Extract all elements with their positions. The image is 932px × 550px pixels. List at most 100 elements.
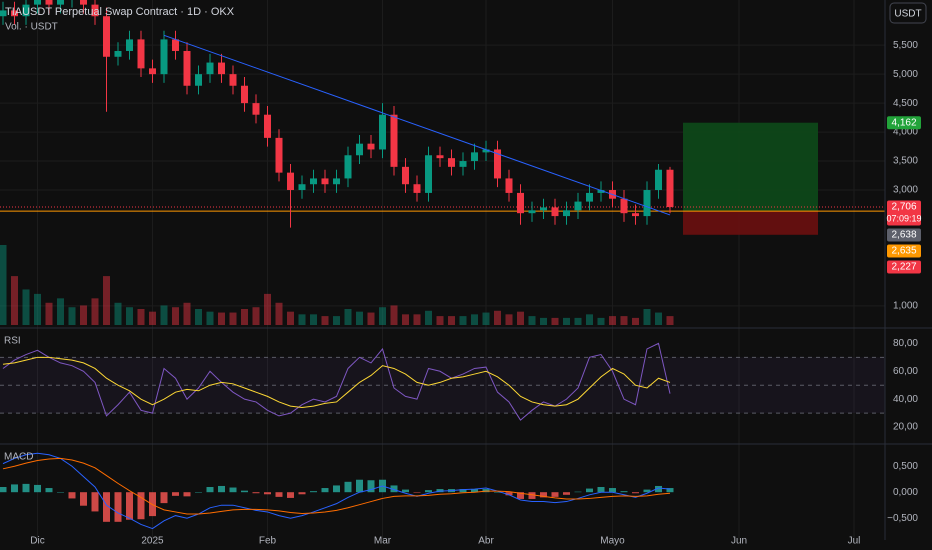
y-tick-label: 4,500 xyxy=(893,98,918,109)
volume-bar xyxy=(655,312,662,325)
candle-body xyxy=(528,210,536,214)
candle-body xyxy=(436,155,444,159)
histogram-bar xyxy=(517,492,524,499)
histogram-bar xyxy=(620,491,628,493)
y-tick-label: 0,500 xyxy=(893,461,918,472)
volume-bar xyxy=(137,309,145,325)
y-tick-label: 5,000 xyxy=(893,69,918,80)
volume-bar xyxy=(436,316,444,325)
histogram-bar xyxy=(528,492,536,499)
histogram-bar xyxy=(356,479,363,493)
volume-bar xyxy=(528,316,536,325)
currency-button-label[interactable]: USDT xyxy=(894,9,921,20)
histogram-bar xyxy=(137,492,145,520)
volume-bar xyxy=(34,293,41,325)
histogram-bar xyxy=(241,490,248,493)
histogram-bar xyxy=(229,487,237,493)
candle-body xyxy=(206,62,214,75)
volume-bar xyxy=(287,311,294,325)
volume-bar xyxy=(459,316,467,325)
volume-bar xyxy=(471,314,478,325)
histogram-bar xyxy=(264,492,271,495)
histogram-bar xyxy=(0,487,7,493)
histogram-bar xyxy=(540,492,547,498)
histogram-bar xyxy=(114,492,122,522)
y-tick-label: 20,00 xyxy=(893,422,918,433)
histogram-bar xyxy=(287,492,294,498)
histogram-bar xyxy=(413,492,421,493)
histogram-bar xyxy=(597,487,605,493)
currency-button-frame[interactable] xyxy=(889,2,927,24)
histogram-bar xyxy=(172,492,179,496)
volume-bar xyxy=(298,314,306,325)
candle-body xyxy=(367,143,375,150)
volume-bar xyxy=(413,314,421,325)
x-tick-label: Jun xyxy=(731,536,747,547)
symbol-title: TIAUSDT Perpetual Swap Contract · 1D · O… xyxy=(5,6,235,18)
volume-bar xyxy=(643,309,651,325)
price-badge xyxy=(887,200,921,226)
volume-bar xyxy=(344,309,352,325)
volume-bar xyxy=(609,316,616,325)
histogram-bar xyxy=(80,492,87,506)
macd-label: MACD xyxy=(4,452,33,463)
y-tick-label: 4,000 xyxy=(893,127,918,138)
volume-bar xyxy=(505,314,513,325)
x-tick-label: Abr xyxy=(478,536,494,547)
candle-body xyxy=(91,4,99,17)
histogram-bar xyxy=(160,492,168,504)
currency-button[interactable]: USDT xyxy=(889,2,927,24)
histogram-bar xyxy=(195,492,202,493)
histogram-bar xyxy=(574,491,582,493)
candle-body xyxy=(34,0,41,5)
candle-body xyxy=(643,190,651,217)
candle-body xyxy=(103,16,110,57)
macd-line xyxy=(2,452,671,530)
indicator-line xyxy=(2,356,671,409)
candle-body xyxy=(241,85,248,104)
y-tick-label: 3,000 xyxy=(893,185,918,196)
rsi-label: RSI xyxy=(4,336,21,347)
volume-bar xyxy=(149,311,156,325)
candle-body xyxy=(540,207,547,211)
candle-body xyxy=(379,114,386,150)
price-badge xyxy=(887,260,921,274)
volume-bar xyxy=(574,317,582,325)
histogram-bar xyxy=(402,489,409,493)
x-tick-label: Feb xyxy=(259,536,277,547)
histogram-bar xyxy=(632,492,639,494)
candle-body xyxy=(666,169,674,208)
histogram-bar xyxy=(22,483,30,493)
candle-body xyxy=(183,50,191,86)
histogram-bar xyxy=(505,492,513,496)
histogram-bar xyxy=(103,492,110,522)
volume-bar xyxy=(57,298,64,325)
histogram-bar xyxy=(206,487,214,493)
candle-body xyxy=(11,10,18,17)
y-tick-label: 60,00 xyxy=(893,366,918,377)
volume-bar xyxy=(114,302,122,325)
histogram-bar xyxy=(34,484,41,493)
histogram-bar xyxy=(298,492,306,495)
histogram-bar xyxy=(367,480,375,493)
histogram-bar xyxy=(390,485,398,493)
volume-bar xyxy=(126,307,133,325)
histogram-bar xyxy=(655,485,662,493)
candle-body xyxy=(149,68,156,75)
candle-body xyxy=(494,149,501,179)
y-tick-label: 0,000 xyxy=(893,487,918,498)
candle-body xyxy=(402,166,409,185)
candle-body xyxy=(459,161,467,167)
histogram-bar xyxy=(344,481,352,493)
candle-body xyxy=(114,50,122,57)
indicator-line xyxy=(2,342,671,421)
macd-line xyxy=(2,457,671,515)
volume-bar xyxy=(310,314,317,325)
volume-bar xyxy=(540,317,547,325)
histogram-bar xyxy=(126,492,133,520)
x-tick-label: Dic xyxy=(30,536,44,547)
candle-body xyxy=(287,172,294,191)
x-tick-label: Mar xyxy=(374,536,392,547)
trendline xyxy=(163,34,671,216)
